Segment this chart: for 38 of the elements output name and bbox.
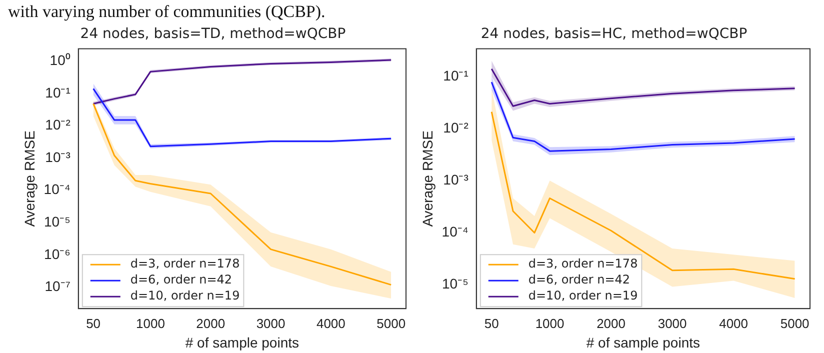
legend-label: d=10, order n=19 — [528, 288, 638, 303]
y-tick-label: 10⁻² — [443, 119, 469, 136]
x-tick-label: 3000 — [658, 316, 687, 331]
x-tick-label: 4000 — [316, 316, 346, 331]
chart-title: 24 nodes, basis=TD, method=wQCBP — [80, 26, 346, 42]
y-tick-label: 10⁰ — [50, 52, 70, 68]
x-axis-title: # of sample points — [185, 334, 300, 350]
legend-label: d=10, order n=19 — [130, 288, 240, 303]
x-tick-label: 50 — [484, 316, 499, 331]
legend-label: d=3, order n=178 — [130, 256, 240, 271]
x-tick-label: 5000 — [376, 316, 406, 331]
y-tick-label: 10⁻⁷ — [44, 278, 70, 294]
x-axis-title: # of sample points — [586, 334, 700, 350]
y-tick-label: 10⁻¹ — [45, 84, 71, 100]
x-tick-label: 50 — [86, 316, 101, 331]
x-tick-label: 5000 — [780, 316, 810, 331]
x-tick-label: 2000 — [596, 316, 626, 331]
y-axis-title: Average RMSE — [21, 130, 38, 227]
legend-label: d=3, order n=178 — [528, 256, 638, 271]
legend-label: d=6, order n=42 — [528, 272, 630, 287]
y-tick-label: 10⁻⁴ — [44, 181, 70, 198]
y-tick-label: 10⁻⁵ — [44, 214, 70, 230]
y-tick-label: 10⁻⁵ — [442, 276, 468, 292]
x-tick-label: 1000 — [136, 316, 165, 331]
text: with varying number of communities (QCBP). — [8, 2, 326, 22]
y-tick-label: 10⁻⁶ — [44, 246, 70, 262]
legend-label: d=6, order n=42 — [130, 272, 232, 287]
y-axis-title: Average RMSE — [419, 130, 436, 227]
y-tick-label: 10⁻³ — [45, 148, 71, 165]
x-tick-label: 2000 — [196, 316, 226, 331]
y-tick-label: 10⁻³ — [443, 172, 469, 188]
y-tick-label: 10⁻² — [45, 116, 71, 133]
y-tick-label: 10⁻¹ — [443, 67, 469, 84]
x-tick-label: 1000 — [535, 316, 564, 331]
x-tick-label: 4000 — [719, 316, 748, 331]
x-tick-label: 3000 — [256, 316, 286, 331]
chart-title: 24 nodes, basis=HC, method=wQCBP — [480, 26, 748, 42]
y-tick-label: 10⁻⁴ — [442, 224, 468, 240]
